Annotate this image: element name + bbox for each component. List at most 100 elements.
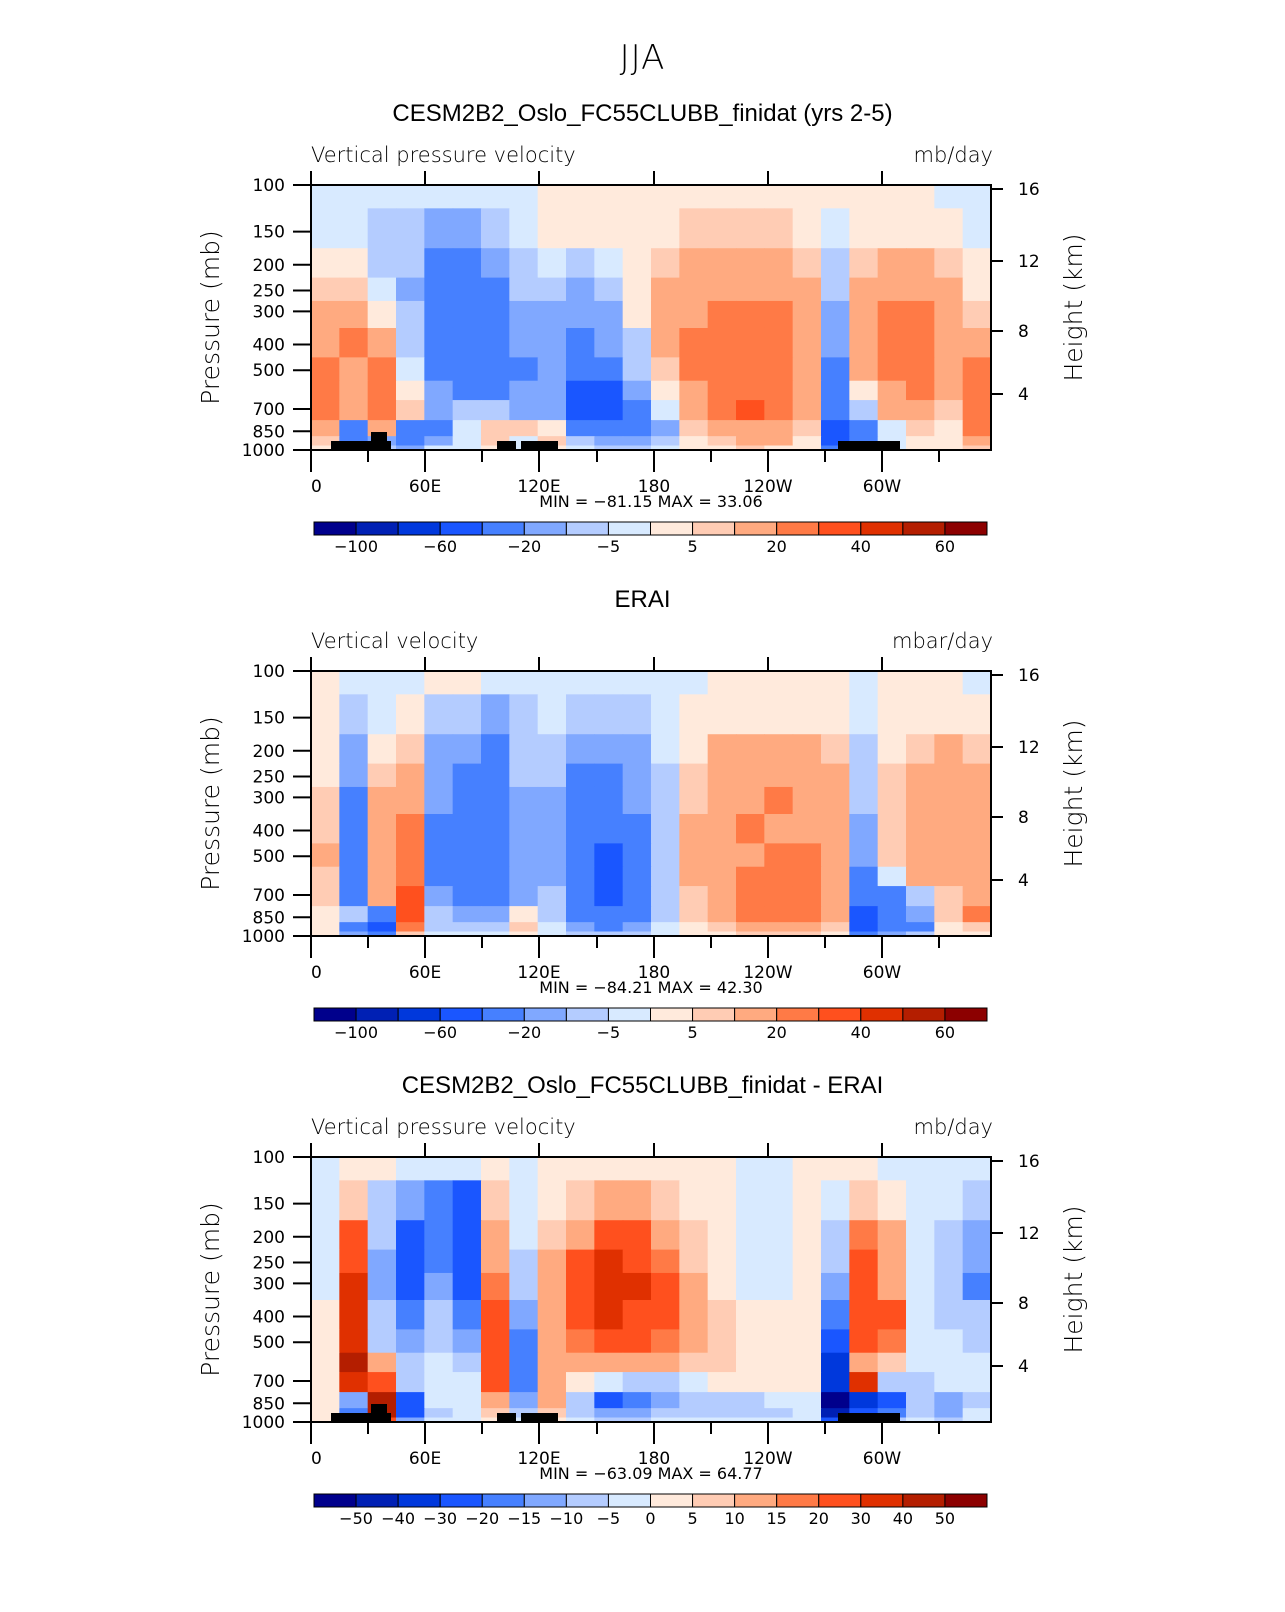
heatmap-cell — [651, 886, 680, 907]
heatmap-cell — [792, 1372, 822, 1393]
heatmap-cell — [424, 1220, 454, 1251]
colorbar-label: −5 — [597, 537, 621, 556]
heatmap-cell — [452, 1299, 482, 1330]
heatmap-cell — [396, 208, 425, 249]
heatmap-cell — [311, 436, 340, 447]
heatmap-cell — [877, 1157, 907, 1181]
y-tick-label: 100 — [253, 176, 285, 196]
colorbar-box — [355, 1007, 399, 1022]
heatmap-cell — [594, 420, 624, 437]
heatmap-cell — [792, 380, 822, 401]
colorbar-label: 40 — [893, 1509, 913, 1528]
heatmap-cell — [509, 671, 539, 695]
heatmap-cell — [651, 248, 680, 279]
min-max-stats: MIN = −63.09 MAX = 64.77 — [539, 1464, 762, 1483]
heatmap-cell — [424, 1272, 454, 1301]
heatmap-cell — [594, 1272, 624, 1301]
heatmap-cell — [934, 1392, 964, 1409]
heatmap-cell — [962, 906, 992, 923]
heatmap-cell — [424, 208, 454, 249]
heatmap-cell — [679, 886, 709, 907]
heatmap-cell — [934, 1157, 964, 1181]
heatmap-cell — [934, 906, 964, 923]
heatmap-cell — [566, 277, 595, 302]
height-axis-label: Height (km) — [1059, 719, 1088, 867]
heatmap-cell — [651, 300, 680, 329]
heatmap-cell — [679, 786, 709, 815]
heatmap-cell — [396, 380, 425, 401]
plot-frame — [310, 184, 992, 451]
heatmap-cell — [679, 1417, 709, 1423]
heatmap-cell — [962, 1372, 992, 1393]
heatmap-cell — [679, 277, 709, 302]
heatmap-cell — [934, 922, 964, 933]
heatmap-cell — [962, 1220, 992, 1251]
colorbar-label: 5 — [687, 537, 697, 556]
colorbar-box — [607, 1007, 651, 1022]
colorbar-label: 20 — [809, 1509, 829, 1528]
heatmap-cell — [962, 277, 992, 302]
heatmap-cell — [651, 906, 680, 923]
heatmap-cell — [764, 1249, 794, 1274]
heatmap-cell — [849, 1249, 879, 1274]
heatmap-cell — [452, 1392, 482, 1409]
heatmap-cell — [906, 380, 935, 401]
heatmap-cell — [962, 1249, 992, 1274]
heatmap-cell — [594, 886, 624, 907]
heatmap-cell — [311, 380, 340, 401]
heatmap-cell — [481, 931, 510, 937]
y-tick-label: 850 — [253, 1394, 285, 1414]
heatmap-cell — [481, 1417, 510, 1423]
colorbar-box — [818, 1007, 862, 1022]
heatmap-cell — [424, 922, 454, 933]
heatmap-cell — [962, 445, 992, 451]
heatmap-cell — [396, 1220, 425, 1251]
heatmap-cell — [736, 886, 765, 907]
heatmap-cell — [764, 300, 794, 329]
heatmap-cell — [736, 906, 765, 923]
heatmap-cell — [707, 734, 737, 765]
heatmap-cell — [481, 327, 510, 358]
heatmap-cell — [424, 400, 454, 421]
heatmap-cell — [934, 1249, 964, 1274]
heatmap-cell — [877, 248, 907, 279]
heatmap-cell — [481, 300, 510, 329]
heatmap-cell — [481, 380, 510, 401]
topography-mask — [331, 1413, 371, 1422]
heatmap-cell — [877, 1220, 907, 1251]
heatmap-cell — [849, 1329, 879, 1354]
heatmap-cell — [396, 277, 425, 302]
heatmap-cell — [821, 866, 850, 887]
heatmap-cell — [934, 1180, 964, 1221]
heatmap-cell — [707, 906, 737, 923]
heatmap-cell — [367, 931, 397, 937]
heatmap-cell — [764, 277, 794, 302]
min-max-stats: MIN = −84.21 MAX = 42.30 — [539, 978, 762, 997]
colorbar-box — [734, 1493, 778, 1508]
colorbar-box — [818, 521, 862, 536]
heatmap-cell — [622, 185, 652, 209]
heatmap-cell — [764, 436, 794, 447]
colorbar-box — [481, 1493, 525, 1508]
heatmap-cell — [906, 357, 935, 382]
heatmap-cell — [849, 813, 879, 844]
heatmap-cell — [339, 906, 369, 923]
heatmap-cell — [821, 813, 850, 844]
height-tick-label: 8 — [1018, 1294, 1029, 1314]
heatmap-cell — [821, 694, 850, 735]
y-tick-label: 250 — [253, 281, 285, 301]
height-axis-label: Height (km) — [1059, 1205, 1088, 1353]
heatmap-cell — [707, 1272, 737, 1301]
heatmap-cell — [934, 445, 964, 451]
colorbar-box — [313, 1493, 357, 1508]
heatmap-cell — [962, 886, 992, 907]
heatmap-cell — [877, 906, 907, 923]
colorbar-box — [650, 521, 694, 536]
colorbar-box — [734, 521, 778, 536]
heatmap-cell — [934, 277, 964, 302]
heatmap-cell — [821, 922, 850, 933]
heatmap-cell — [396, 300, 425, 329]
topography-mask — [371, 1404, 387, 1422]
heatmap-cell — [792, 1157, 822, 1181]
heatmap-cell — [707, 1392, 737, 1409]
